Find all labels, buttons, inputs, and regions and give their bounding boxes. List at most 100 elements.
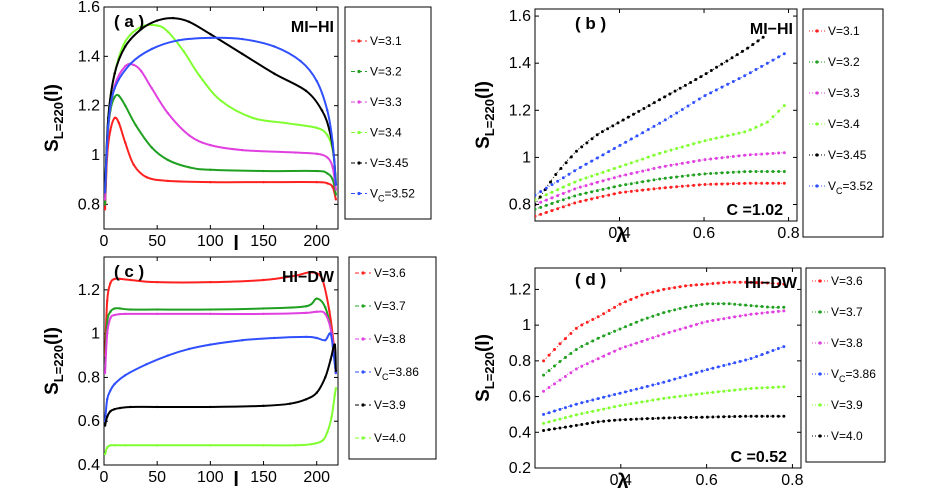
data-point [595,172,599,176]
data-point [678,285,682,289]
data-point [678,376,682,380]
data-point [754,152,758,156]
x-tick-label: 0.4 [608,225,630,242]
data-point [667,287,671,291]
data-point [686,104,690,108]
data-point [694,303,698,307]
data-point [109,410,112,413]
data-point [580,401,584,405]
data-point [760,170,764,174]
data-point [113,72,116,75]
data-point [755,386,759,390]
series-line-0 [535,182,785,217]
x-tick-label: 100 [197,469,224,486]
data-point [333,393,337,397]
data-point [641,131,645,135]
data-point [535,203,537,207]
data-point [550,202,554,206]
data-point [241,37,244,41]
data-point [716,318,720,322]
data-point [607,406,611,410]
data-point [733,302,737,306]
data-point [324,376,327,379]
data-point [567,183,571,187]
data-point [651,383,655,387]
data-point [556,188,560,192]
y-tick-label: 1.2 [509,102,531,119]
data-point [209,312,212,316]
data-point [738,314,742,318]
data-point [569,371,573,375]
data-point [722,302,726,306]
data-point [113,444,116,447]
legend-marker [361,436,365,440]
data-point [777,170,781,174]
data-point [720,85,724,89]
data-point [334,371,338,375]
data-point [709,68,713,72]
data-point [738,388,742,392]
data-point [113,277,116,281]
data-point [585,362,589,366]
legend: V=3.6 V=3.7 V=3.8 VC=3.86 V=3.9 V=4.0 [348,256,437,460]
data-point [544,210,548,214]
regime-label: HI−DW [282,269,335,286]
data-point [692,142,696,146]
data-point [771,181,775,185]
legend: V=3.1 V=3.2 V=3.3 V=3.4 V=3.45 VC=3.52 [802,8,884,238]
x-tick-label: 150 [250,233,277,250]
data-point [601,170,605,174]
data-point [591,421,595,425]
data-point [629,417,633,421]
x-tick-label: 150 [250,469,277,486]
data-point [737,154,741,158]
data-point [684,305,688,309]
data-point [601,194,605,198]
data-point [720,156,724,160]
data-point [553,364,557,368]
series-group [104,16,338,211]
data-point [700,415,704,419]
data-point [109,129,112,132]
data-point [607,150,611,154]
data-point [616,121,620,125]
data-point [618,391,622,395]
data-point [669,148,673,152]
data-point [711,366,715,370]
data-point [771,170,775,174]
data-point [744,358,748,362]
data-point [623,345,627,349]
data-point [760,152,764,156]
data-point [652,178,656,182]
data-point [689,393,693,397]
data-point [569,424,573,428]
data-point [776,347,780,351]
data-point [262,404,265,408]
data-point [294,151,297,154]
data-point [601,179,605,183]
y-tick-label: 0.8 [78,369,100,386]
series-line-1 [104,93,337,205]
data-point [765,181,769,185]
data-point [580,323,584,327]
data-point [129,278,132,282]
legend-marker [818,279,822,283]
data-point [651,290,655,294]
data-point [755,312,759,316]
data-point [760,305,764,309]
data-point [720,135,724,139]
data-point [689,324,693,328]
data-point [657,98,661,102]
data-point [613,305,617,309]
data-point [634,341,638,345]
data-point [673,89,677,93]
data-point [613,418,617,422]
data-point [656,312,660,316]
data-point [667,416,671,420]
data-point [669,163,673,167]
data-point [535,193,537,197]
data-point [331,166,334,169]
data-point [584,176,588,180]
data-point [134,124,138,127]
